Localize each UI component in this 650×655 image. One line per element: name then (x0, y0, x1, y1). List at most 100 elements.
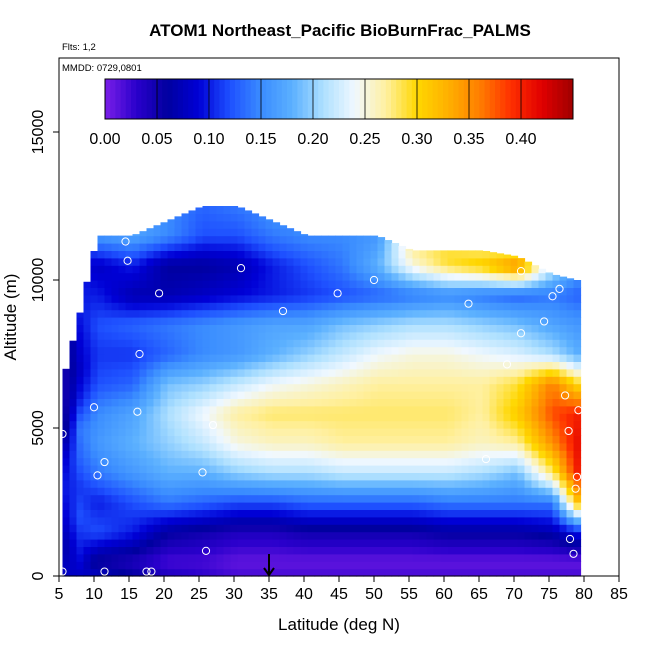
heatmap-cell (405, 346, 414, 355)
heatmap-cell (559, 376, 568, 385)
heatmap-cell (503, 539, 512, 547)
heatmap-cell (300, 272, 309, 281)
heatmap-cell (321, 502, 330, 510)
heatmap-cell (195, 250, 204, 259)
heatmap-cell (356, 324, 365, 333)
heatmap-cell (230, 420, 239, 429)
heatmap-cell (62, 413, 71, 422)
heatmap-cell (321, 516, 330, 525)
heatmap-cell (132, 413, 141, 422)
heatmap-cell (314, 257, 323, 266)
heatmap-cell (181, 250, 190, 259)
heatmap-cell (349, 294, 358, 303)
heatmap-cell (90, 324, 99, 333)
heatmap-cell (202, 294, 211, 303)
heatmap-cell (405, 376, 414, 385)
heatmap-cell (433, 317, 442, 325)
heatmap-cell (398, 309, 407, 318)
heatmap-cell (412, 354, 421, 362)
colorbar-segment (276, 79, 283, 119)
heatmap-cell (468, 420, 477, 429)
heatmap-cell (258, 331, 267, 340)
heatmap-cell (559, 546, 568, 555)
heatmap-cell (272, 272, 281, 281)
heatmap-cell (321, 531, 330, 540)
heatmap-cell (272, 553, 281, 562)
colorbar-segment (297, 79, 304, 119)
heatmap-cell (335, 457, 344, 466)
heatmap-cell (69, 435, 78, 444)
heatmap-cell (377, 546, 386, 555)
heatmap-cell (132, 250, 141, 259)
heatmap-cell (209, 324, 218, 333)
heatmap-cell (300, 250, 309, 259)
heatmap-cell (454, 509, 463, 518)
heatmap-cell (279, 465, 288, 473)
heatmap-cell (412, 428, 421, 436)
heatmap-cell (377, 413, 386, 422)
heatmap-cell (496, 346, 505, 355)
heatmap-cell (412, 546, 421, 555)
heatmap-cell (90, 539, 99, 547)
heatmap-cell (90, 553, 99, 562)
heatmap-cell (307, 524, 316, 533)
heatmap-cell (475, 502, 484, 510)
heatmap-cell (370, 331, 379, 340)
heatmap-cell (419, 317, 428, 325)
heatmap-cell (272, 413, 281, 422)
heatmap-cell (426, 524, 435, 533)
heatmap-cell (251, 272, 260, 281)
heatmap-cell (552, 398, 561, 407)
heatmap-cell (258, 361, 267, 370)
heatmap-cell (496, 531, 505, 540)
heatmap-cell (545, 361, 554, 370)
heatmap-cell (545, 287, 554, 296)
heatmap-cell (174, 376, 183, 385)
heatmap-cell (384, 294, 393, 303)
heatmap-cell (279, 442, 288, 451)
heatmap-cell (83, 420, 92, 429)
heatmap-cell (216, 420, 225, 429)
heatmap-cell (419, 265, 428, 274)
heatmap-cell (503, 391, 512, 399)
heatmap-cell (552, 339, 561, 348)
heatmap-cell (90, 524, 99, 533)
heatmap-cell (202, 472, 211, 481)
heatmap-cell (104, 354, 113, 362)
heatmap-cell (97, 546, 106, 555)
heatmap-cell (405, 472, 414, 481)
heatmap-cell (188, 465, 197, 473)
observation-point (75, 237, 85, 246)
heatmap-cell (545, 487, 554, 496)
heatmap-cell (286, 450, 295, 459)
heatmap-cell (125, 539, 134, 547)
heatmap-cell (251, 324, 260, 333)
heatmap-cell (286, 287, 295, 296)
heatmap-cell (279, 405, 288, 414)
heatmap-cell (489, 302, 498, 311)
heatmap-cell (412, 361, 421, 370)
heatmap-cell (153, 339, 162, 348)
heatmap-cell (377, 553, 386, 562)
heatmap-cell (475, 339, 484, 348)
heatmap-cell (517, 472, 526, 481)
heatmap-cell (447, 361, 456, 370)
heatmap-cell (258, 553, 267, 562)
heatmap-cell (244, 280, 253, 288)
heatmap-cell (104, 235, 113, 244)
heatmap-cell (342, 265, 351, 274)
heatmap-cell (573, 302, 582, 311)
heatmap-cell (125, 435, 134, 444)
heatmap-cell (181, 331, 190, 340)
heatmap-cell (531, 553, 540, 562)
heatmap-cell (447, 265, 456, 274)
heatmap-cell (223, 213, 232, 222)
heatmap-cell (328, 280, 337, 288)
heatmap-cell (202, 272, 211, 281)
heatmap-cell (118, 435, 127, 444)
heatmap-cell (104, 442, 113, 451)
heatmap-cell (461, 561, 470, 570)
heatmap-cell (552, 302, 561, 311)
heatmap-cell (300, 361, 309, 370)
heatmap-cell (279, 317, 288, 325)
